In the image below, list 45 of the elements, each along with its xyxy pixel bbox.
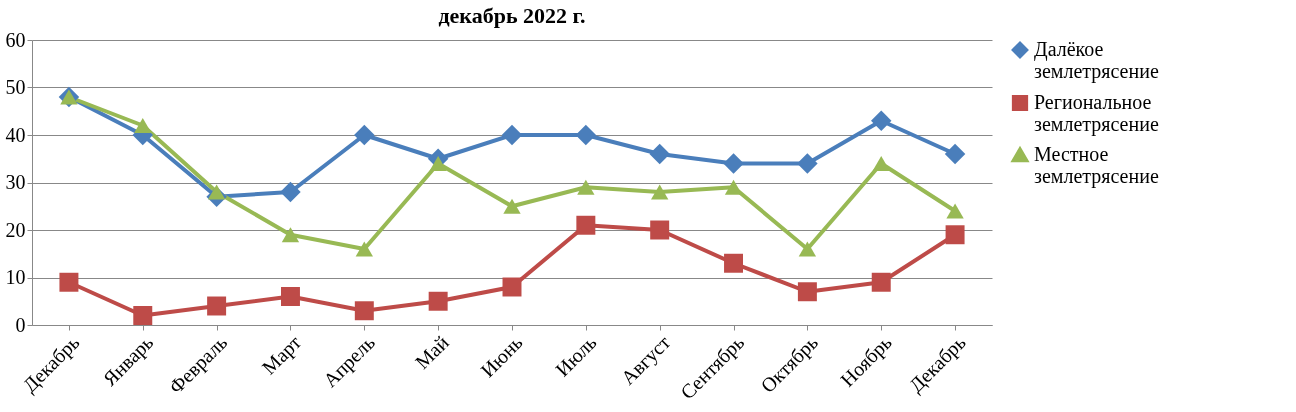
point bbox=[944, 143, 966, 165]
point bbox=[798, 241, 817, 257]
legend-label: Региональное землетрясение bbox=[1034, 91, 1159, 136]
point bbox=[724, 253, 744, 273]
point bbox=[797, 153, 818, 174]
point bbox=[355, 241, 373, 257]
point bbox=[946, 203, 964, 219]
y-tick-label: 10 bbox=[5, 266, 26, 288]
point bbox=[134, 118, 152, 133]
point bbox=[872, 156, 890, 171]
x-tick-label: Май bbox=[410, 330, 453, 374]
point bbox=[870, 110, 892, 131]
y-tick-label: 50 bbox=[5, 76, 26, 98]
point bbox=[502, 277, 522, 297]
point bbox=[871, 272, 891, 292]
point bbox=[945, 225, 965, 245]
point bbox=[576, 215, 596, 235]
point bbox=[501, 124, 523, 146]
y-tick-label: 40 bbox=[5, 123, 26, 146]
point bbox=[428, 291, 448, 311]
point bbox=[207, 184, 226, 200]
point bbox=[59, 272, 79, 292]
y-tick-label: 60 bbox=[5, 28, 26, 51]
point bbox=[723, 153, 744, 174]
point bbox=[429, 156, 447, 171]
point bbox=[797, 282, 817, 302]
y-tick-label: 0 bbox=[15, 313, 26, 336]
point bbox=[354, 124, 375, 146]
point bbox=[651, 184, 669, 200]
y-tick-label: 20 bbox=[5, 218, 26, 241]
point bbox=[650, 220, 670, 240]
legend-label: Местное землетрясение bbox=[1034, 143, 1159, 188]
point bbox=[281, 227, 300, 243]
legend-label: Далёкое землетрясение bbox=[1034, 38, 1159, 83]
point bbox=[649, 143, 670, 165]
y-tick-label: 30 bbox=[5, 171, 26, 193]
point bbox=[280, 287, 300, 306]
point bbox=[207, 296, 227, 316]
point bbox=[503, 198, 521, 214]
point bbox=[133, 306, 153, 325]
chart-title: декабрь 2022 г. bbox=[438, 3, 586, 28]
point bbox=[577, 179, 595, 195]
point bbox=[575, 124, 597, 146]
point bbox=[280, 181, 301, 203]
point bbox=[354, 301, 374, 321]
